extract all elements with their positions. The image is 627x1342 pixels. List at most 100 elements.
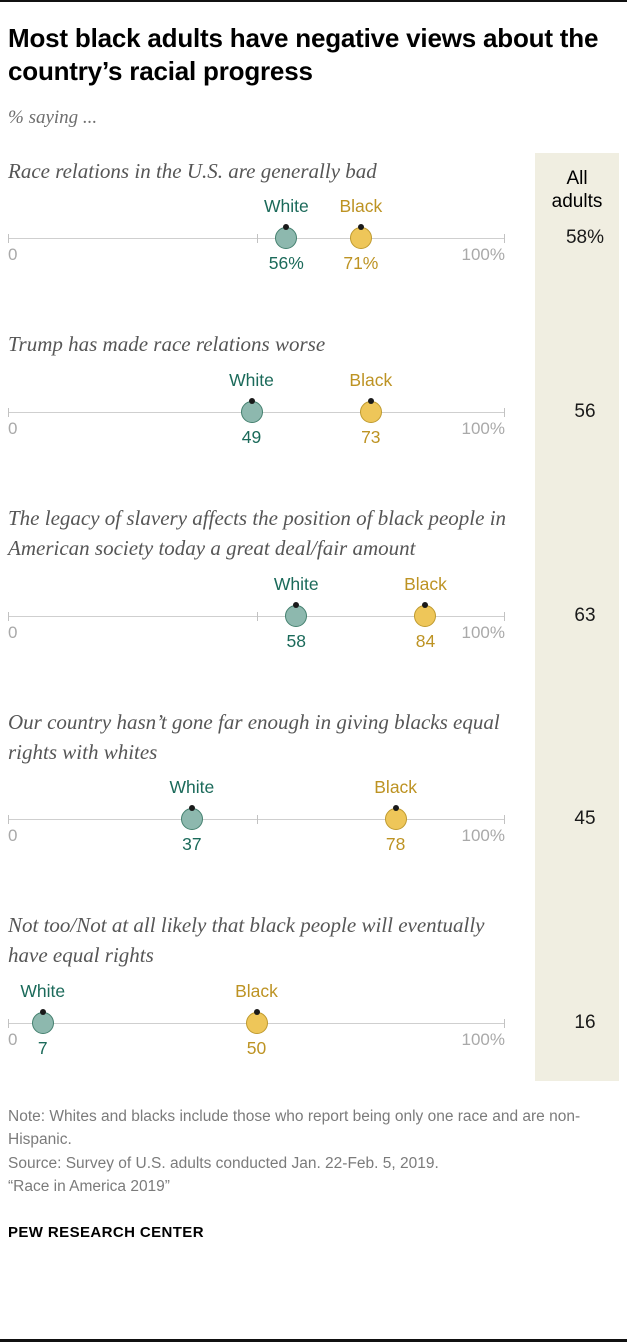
axis-tick-max (504, 815, 505, 825)
all-adults-header: All adults (551, 167, 603, 213)
chart-row-eventually-equal-rights: Not too/Not at all likely that black peo… (8, 911, 627, 1075)
black-value: 78 (385, 834, 406, 855)
black-series-label: Black (349, 370, 393, 391)
axis-tick-min (8, 611, 9, 621)
axis-min-label: 0 (8, 245, 18, 265)
axis-max-label: 100% (461, 1030, 505, 1050)
dot-plot: 0 100% White 7 Black 50 (8, 975, 505, 1075)
axis-min-label: 0 (8, 1030, 18, 1050)
axis-tick-min (8, 408, 9, 418)
black-series-label: Black (339, 196, 383, 217)
axis-max-label: 100% (461, 826, 505, 846)
dot-plot: 0 100% White 37 Black 78 (8, 771, 505, 871)
black-series-label: Black (404, 573, 447, 594)
chart-area: All adults Race relations in the U.S. ar… (0, 152, 627, 1082)
pointer-dot-icon (39, 1009, 46, 1016)
pointer-dot-icon (357, 224, 364, 231)
all-adults-cell: 45 (505, 771, 627, 871)
question-text: The legacy of slavery affects the positi… (8, 506, 507, 560)
all-adults-value: 58% (565, 227, 605, 249)
white-dot (240, 401, 263, 424)
note-text: Note: Whites and blacks include those wh… (8, 1108, 581, 1149)
black-value: 84 (415, 630, 436, 651)
black-dot (245, 1012, 268, 1035)
white-dot (285, 604, 308, 627)
white-series-label: White (263, 196, 309, 217)
axis-tick-mid (256, 234, 258, 244)
pointer-dot-icon (188, 805, 195, 812)
pointer-dot-icon (293, 601, 300, 608)
pointer-dot-icon (422, 601, 429, 608)
white-dot (31, 1012, 54, 1035)
all-adults-value: 56 (574, 401, 596, 423)
black-value: 50 (246, 1038, 267, 1059)
axis-min-label: 0 (8, 826, 18, 846)
footer-notes: Note: Whites and blacks include those wh… (8, 1105, 613, 1198)
white-value: 7 (37, 1038, 48, 1059)
pointer-dot-icon (248, 398, 255, 405)
all-adults-value: 16 (574, 1012, 596, 1034)
top-rule (0, 0, 627, 2)
page-title: Most black adults have negative views ab… (8, 23, 599, 87)
chart-row-trump: Trump has made race relations worse 0 10… (8, 330, 627, 464)
dot-plot: 0 100% White 58 Black 84 (8, 568, 505, 668)
question-text: Not too/Not at all likely that black peo… (8, 913, 485, 968)
all-adults-cell: 58% (505, 190, 627, 290)
all-adults-value: 63 (574, 604, 596, 626)
axis-tick-mid (256, 611, 258, 621)
axis-min-label: 0 (8, 419, 18, 439)
axis-tick-max (504, 611, 505, 621)
axis-max-label: 100% (461, 245, 505, 265)
axis-tick-max (504, 1019, 505, 1029)
axis-min-label: 0 (8, 622, 18, 642)
pointer-dot-icon (392, 805, 399, 812)
white-series-label: White (229, 370, 274, 391)
pointer-dot-icon (283, 224, 290, 231)
all-adults-cell: 63 (505, 568, 627, 668)
axis-tick-min (8, 1019, 9, 1029)
black-dot (384, 808, 407, 831)
source-text: Source: Survey of U.S. adults conducted … (8, 1154, 439, 1172)
dot-plot: 0 100% White 56% Black 71% (8, 190, 505, 290)
axis-max-label: 100% (461, 622, 505, 642)
white-value: 49 (241, 427, 262, 448)
axis-tick-mid (256, 815, 258, 825)
chart-row-equal-rights-progress: Our country hasn’t gone far enough in gi… (8, 708, 627, 872)
axis-tick-max (504, 234, 505, 244)
question-text: Our country hasn’t gone far enough in gi… (8, 709, 500, 764)
question-text: Trump has made race relations worse (8, 332, 326, 357)
brand-footer: PEW RESEARCH CENTER (8, 1224, 204, 1242)
pointer-dot-icon (253, 1009, 260, 1016)
black-value: 73 (361, 427, 381, 448)
bottom-rule (0, 1339, 627, 1342)
axis-max-label: 100% (461, 419, 505, 439)
white-series-label: White (20, 981, 66, 1002)
black-value: 71% (343, 253, 379, 274)
black-dot (349, 227, 372, 250)
axis-tick-min (8, 815, 9, 825)
white-series-label: White (169, 777, 215, 798)
question-text: Race relations in the U.S. are generally… (8, 158, 377, 183)
all-adults-strip: All adults (535, 152, 619, 1082)
black-series-label: Black (235, 981, 278, 1002)
white-dot (180, 808, 203, 831)
white-value: 37 (182, 834, 202, 855)
white-dot (275, 227, 298, 250)
subtitle: % saying ... (8, 106, 98, 128)
axis-tick-min (8, 234, 9, 244)
white-series-label: White (273, 573, 319, 594)
pointer-dot-icon (367, 398, 374, 405)
axis-tick-max (504, 408, 505, 418)
chart-row-legacy-slavery: The legacy of slavery affects the positi… (8, 504, 627, 668)
all-adults-cell: 56 (505, 364, 627, 464)
dot-plot: 0 100% White 49 Black 73 (8, 364, 505, 464)
white-value: 56% (268, 253, 304, 274)
all-adults-value: 45 (574, 808, 596, 830)
chart-row-race-relations: Race relations in the U.S. are generally… (8, 157, 627, 291)
black-series-label: Black (374, 777, 418, 798)
black-dot (414, 604, 437, 627)
black-dot (359, 401, 382, 424)
source-title-text: “Race in America 2019” (8, 1177, 170, 1195)
white-value: 58 (286, 630, 306, 651)
